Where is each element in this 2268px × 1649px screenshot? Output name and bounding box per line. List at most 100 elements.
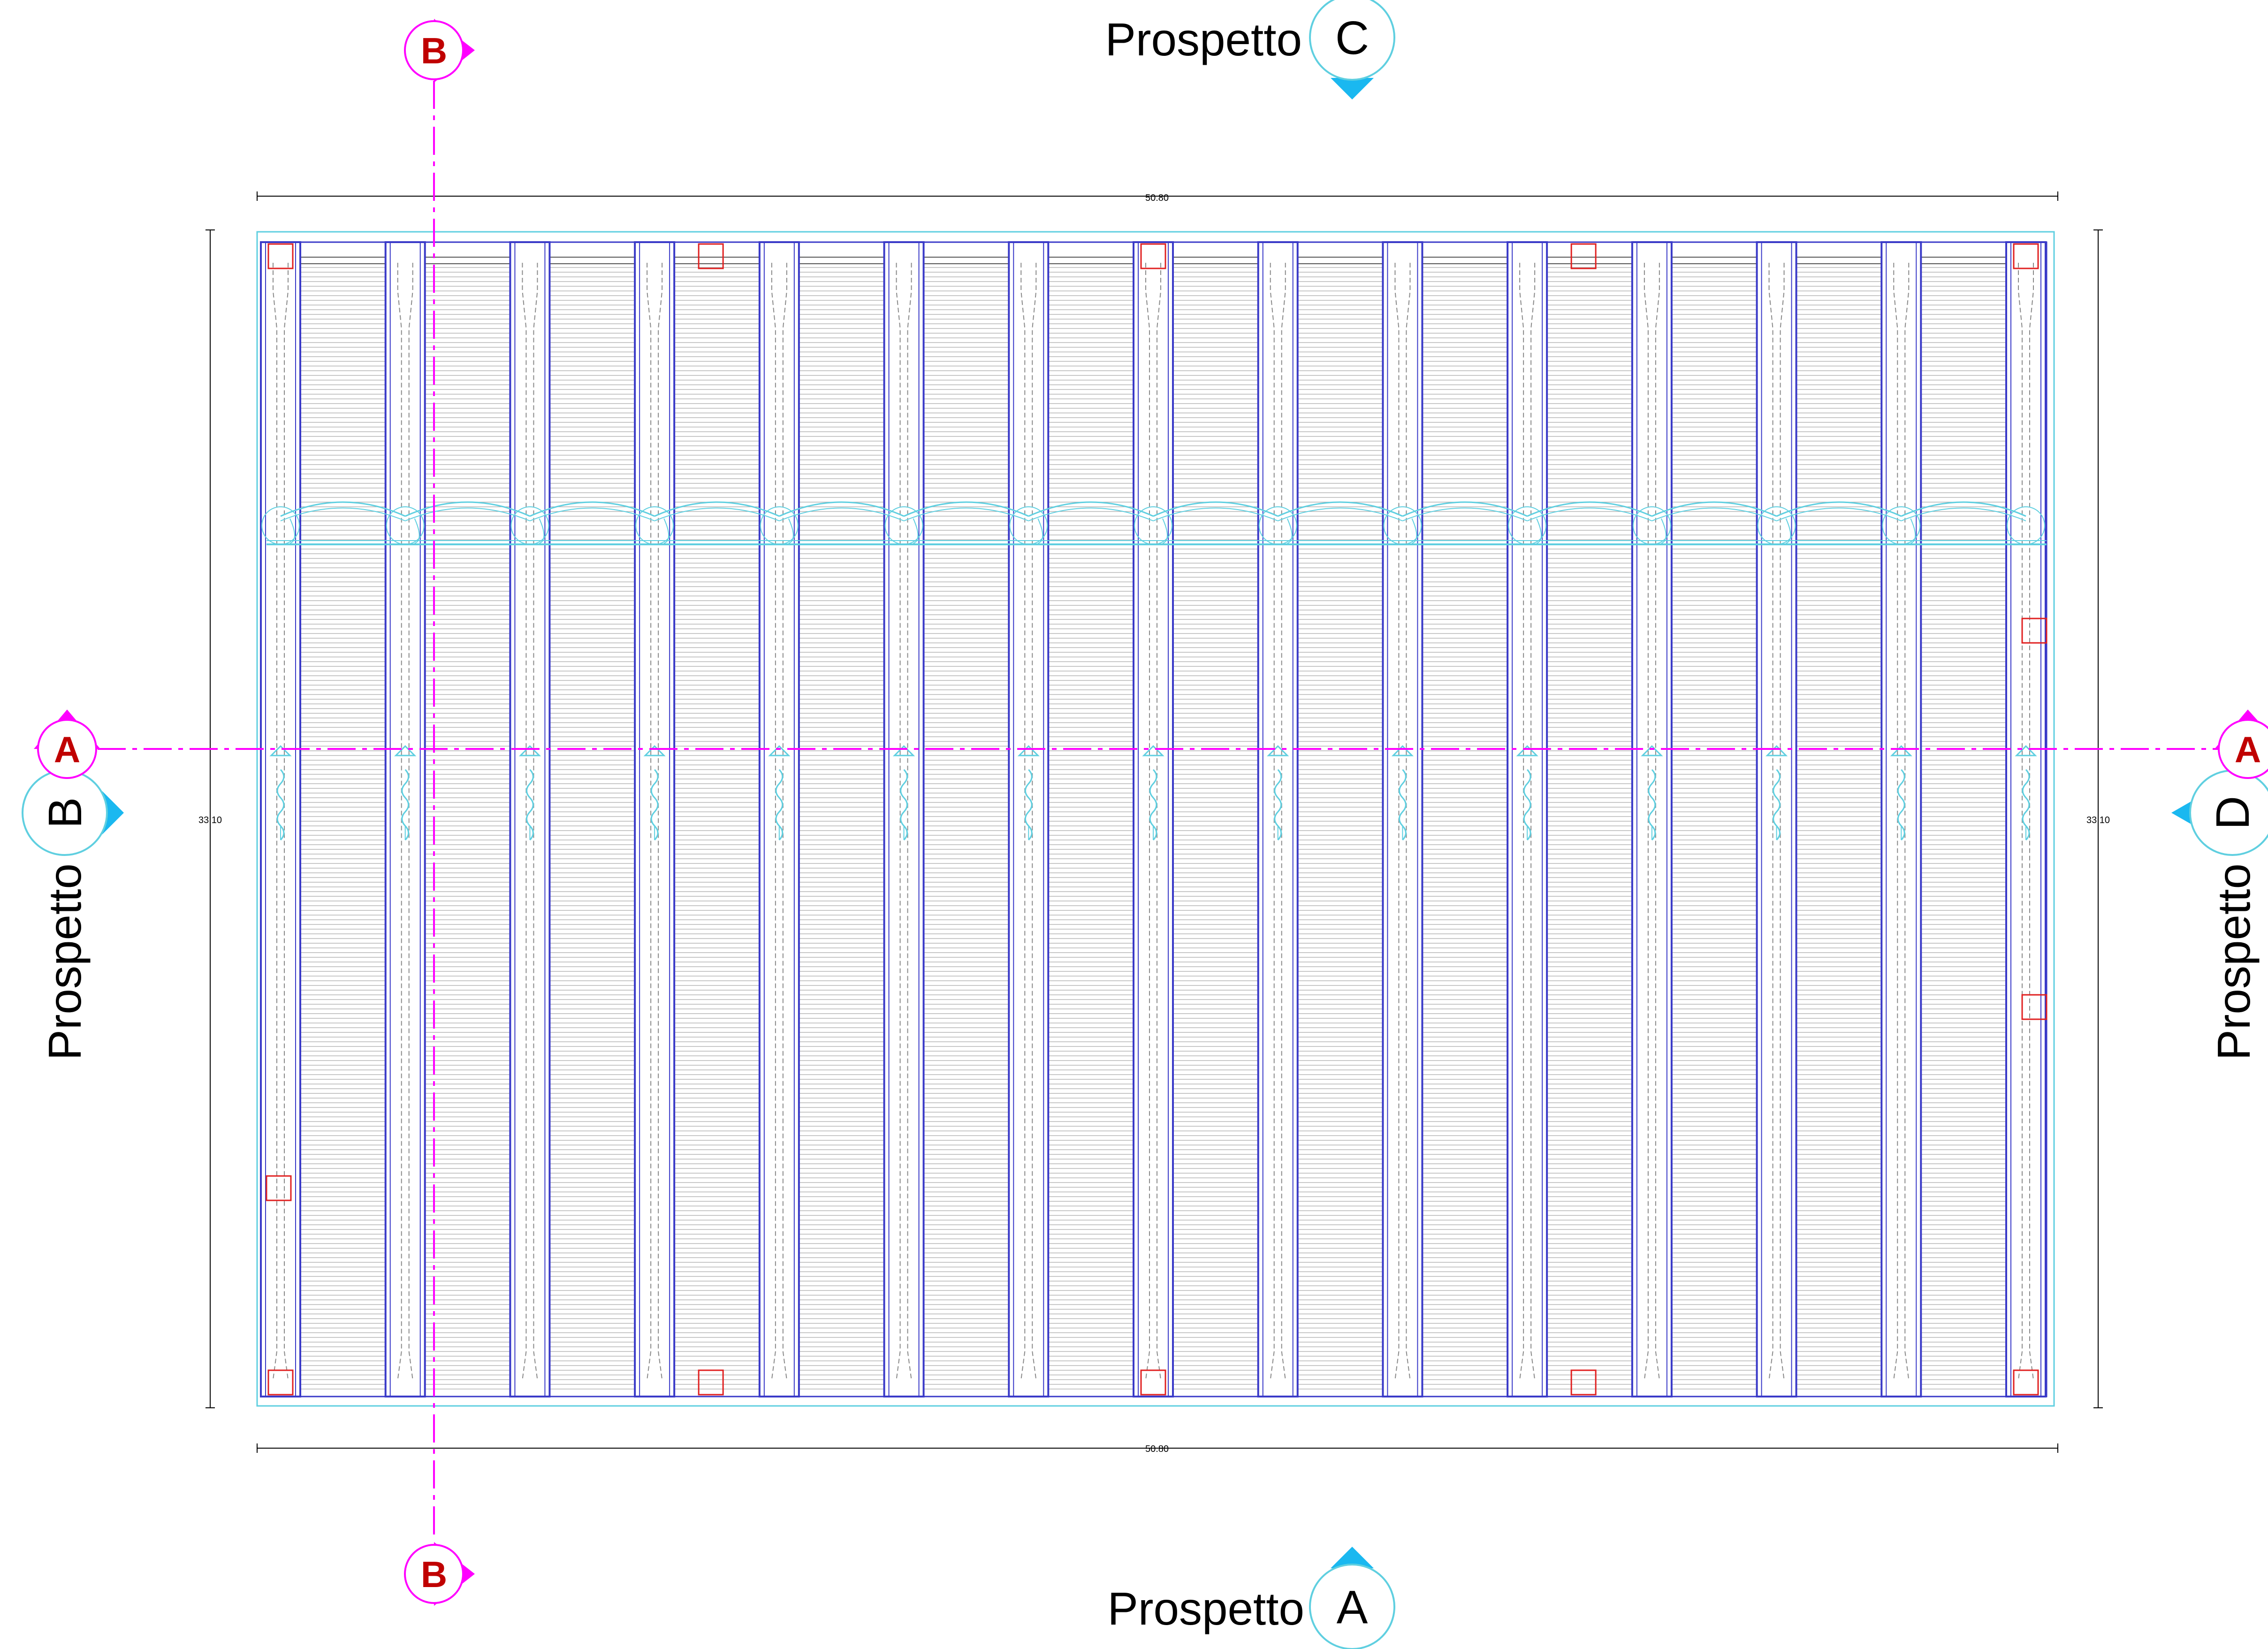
arch <box>654 501 780 517</box>
elevation-d-letter: D <box>2207 796 2259 830</box>
node-ring <box>2007 506 2045 545</box>
frame-14 <box>1880 241 1922 1397</box>
downpipe <box>900 769 908 841</box>
arch <box>1153 501 1279 517</box>
node-ring <box>1134 506 1172 545</box>
column-marker-top <box>1140 243 1166 269</box>
frame-8 <box>1133 241 1174 1397</box>
section-a-left-letter: A <box>54 729 80 770</box>
arch-spring <box>1660 518 1667 544</box>
elevation-c-triangle <box>1331 78 1374 99</box>
frame-15 <box>2005 241 2047 1397</box>
frame-outer <box>1257 241 1299 1397</box>
column-marker-bottom <box>698 1369 724 1396</box>
frame-inner <box>1138 242 1169 1397</box>
frame-outer <box>1880 241 1922 1397</box>
frame-3 <box>509 241 551 1397</box>
elevation-d-label: Prospetto <box>2208 863 2260 1060</box>
frame-4 <box>634 241 676 1397</box>
gutter-outlet <box>394 745 417 756</box>
rafter-profile <box>647 263 663 1380</box>
column-marker-top <box>698 243 724 269</box>
roof-arches-band <box>261 501 2047 545</box>
rafter-profile <box>1394 263 1411 1380</box>
rafter-profile <box>896 263 912 1380</box>
frame-5 <box>758 241 800 1397</box>
dimension-bottom-text: 50.80 <box>1145 1444 1169 1454</box>
frame-2 <box>384 241 426 1397</box>
node-ring <box>386 506 425 545</box>
frame-outer <box>1507 241 1548 1397</box>
downpipe <box>650 769 659 841</box>
arch-spring <box>1536 518 1542 544</box>
node-ring <box>1383 506 1422 545</box>
node-ring <box>261 506 300 545</box>
column-marker-top <box>2013 243 2039 269</box>
frame-inner <box>389 242 421 1397</box>
column-marker-bottom <box>2013 1369 2039 1396</box>
arch <box>1028 501 1154 517</box>
section-a-right-circle <box>2218 719 2268 779</box>
gutter-outlet <box>768 745 791 756</box>
frame-inner <box>888 242 920 1397</box>
frame-outer <box>509 241 551 1397</box>
column-markers <box>266 243 2047 1396</box>
gutter-outlet <box>1641 745 1663 756</box>
frame-outer <box>2005 241 2047 1397</box>
gutter-outlet <box>892 745 915 756</box>
arch-spring <box>1411 518 1417 544</box>
rafter-profile <box>2018 263 2034 1380</box>
rafter-profile <box>1145 263 1161 1380</box>
arch <box>779 501 905 517</box>
frame-inner <box>1013 242 1044 1397</box>
frame-12 <box>1631 241 1673 1397</box>
arch-spring <box>913 518 919 544</box>
frame-outer <box>1008 241 1050 1397</box>
structural-frames <box>260 241 2047 1397</box>
frame-inner <box>1636 242 1667 1397</box>
frame-inner <box>265 242 296 1397</box>
section-marker-b-top: B <box>404 19 475 83</box>
downpipe <box>1398 769 1407 841</box>
section-lines <box>98 81 2218 1541</box>
downpipe <box>1024 769 1033 841</box>
column-marker-bottom <box>1570 1369 1597 1396</box>
frame-inner <box>514 242 546 1397</box>
node-ring <box>760 506 799 545</box>
arch <box>903 501 1029 517</box>
frame-outer <box>260 241 301 1397</box>
arch-spring <box>289 518 295 544</box>
elevation-a-circle <box>1309 1564 1395 1649</box>
dimension-left-text: 33.10 <box>198 815 222 825</box>
frame-9 <box>1257 241 1299 1397</box>
frame-inner <box>1886 242 1917 1397</box>
frame-7 <box>1008 241 1050 1397</box>
elevation-c-circle <box>1309 0 1395 81</box>
rafter-profile <box>1893 263 1910 1380</box>
frame-outer <box>1133 241 1174 1397</box>
frame-inner <box>763 242 795 1397</box>
downpipe <box>401 769 410 841</box>
frame-11 <box>1507 241 1548 1397</box>
arch <box>1278 501 1403 517</box>
dimension-right-text: 33.10 <box>2086 815 2110 825</box>
rafter-profile <box>397 263 413 1380</box>
frame-outer <box>883 241 925 1397</box>
rafter-profile <box>1270 263 1286 1380</box>
outline-outer <box>256 231 2055 1407</box>
arch <box>1901 501 2026 517</box>
frame-outer <box>758 241 800 1397</box>
rafter-profile <box>273 263 289 1380</box>
elevation-a-label: Prospetto <box>1108 1583 1304 1634</box>
arch <box>1402 501 1528 517</box>
frame-inner <box>2010 242 2041 1397</box>
section-marker-a-right: A <box>2215 710 2268 779</box>
gutter-outlet <box>1391 745 1414 756</box>
downpipe <box>1897 769 1905 841</box>
arch-spring <box>788 518 794 544</box>
elevation-marker-b: B Prospetto <box>22 770 124 1060</box>
roof-purlins <box>300 267 2006 1389</box>
gutter-outlet <box>1267 745 1289 756</box>
arch <box>1652 501 1777 517</box>
section-b-top-circle <box>404 20 464 80</box>
